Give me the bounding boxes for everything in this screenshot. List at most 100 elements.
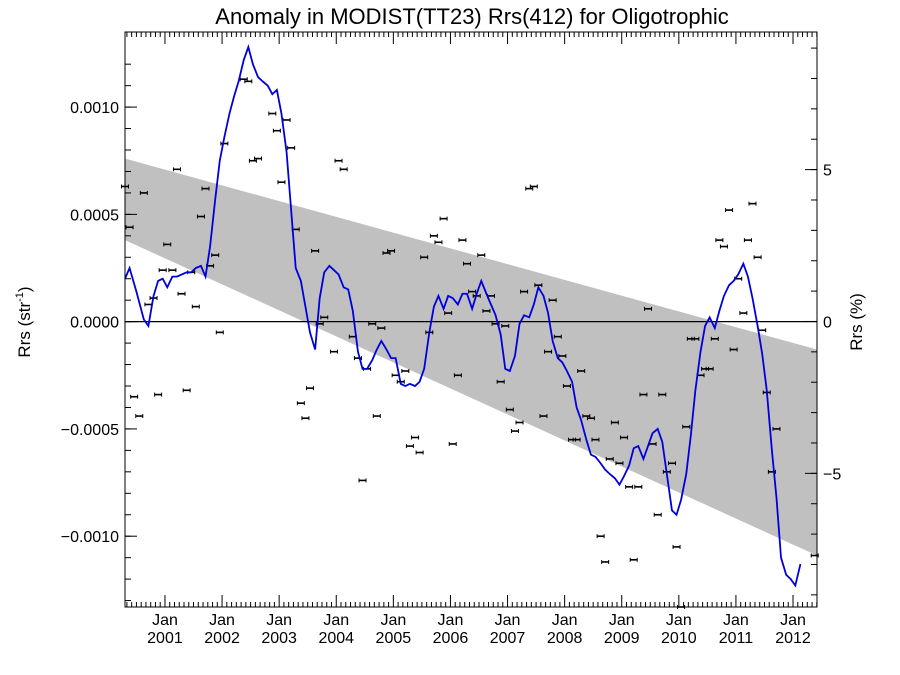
data-point	[268, 111, 277, 116]
y-tick-label: −0.0010	[61, 529, 119, 546]
x-tick-month: Jan	[380, 612, 406, 629]
data-point	[501, 323, 510, 328]
data-point	[691, 336, 700, 341]
x-tick-year: 2009	[604, 630, 640, 647]
data-point	[725, 208, 734, 213]
data-point	[368, 321, 377, 326]
data-point	[429, 233, 438, 238]
data-point	[287, 145, 296, 150]
data-point	[405, 444, 414, 449]
data-point	[305, 386, 314, 391]
x-tick-year: 2010	[661, 630, 697, 647]
x-tick-year: 2005	[376, 630, 412, 647]
data-point	[529, 184, 538, 189]
data-point	[339, 167, 348, 172]
data-point	[625, 484, 634, 489]
data-point	[477, 253, 486, 258]
data-point	[382, 250, 391, 255]
data-point	[282, 117, 291, 122]
data-point	[748, 201, 757, 206]
right-axis: 5 0 −5	[805, 47, 841, 596]
x-tick-month: Jan	[552, 612, 578, 629]
data-point	[301, 416, 310, 421]
data-point	[154, 392, 163, 397]
x-tick-month: Jan	[723, 612, 749, 629]
data-point	[163, 242, 172, 247]
data-point	[729, 347, 738, 352]
data-point	[254, 156, 263, 161]
data-point	[743, 238, 752, 243]
data-point	[244, 79, 253, 84]
data-point	[705, 366, 714, 371]
data-point	[272, 128, 281, 133]
data-point	[334, 158, 343, 163]
data-point	[277, 180, 286, 185]
data-point	[620, 435, 629, 440]
data-point	[420, 255, 429, 260]
data-point	[596, 534, 605, 539]
data-point	[377, 326, 386, 331]
data-point	[296, 401, 305, 406]
data-point	[463, 261, 472, 266]
data-point	[753, 255, 762, 260]
data-point	[715, 238, 724, 243]
data-point	[629, 557, 638, 562]
data-point	[520, 289, 529, 294]
data-point	[615, 461, 624, 466]
right-axis-label: Rrs (%)	[847, 293, 866, 351]
data-point	[534, 283, 543, 288]
data-point	[643, 306, 652, 311]
data-point	[610, 420, 619, 425]
x-axis: Jan2001Jan2002Jan2003Jan2004Jan2005Jan20…	[126, 32, 818, 647]
data-point	[220, 141, 229, 146]
data-point	[667, 461, 676, 466]
left-axis-label: Rrs (str-1)	[14, 286, 34, 357]
x-tick-year: 2011	[719, 630, 754, 647]
left-axis: 0.0010 0.0005 0.0000 −0.0005 −0.0010	[61, 63, 137, 602]
x-tick-year: 2007	[490, 630, 526, 647]
trend-band	[125, 158, 817, 556]
x-tick-year: 2006	[433, 630, 469, 647]
x-tick-month: Jan	[266, 612, 292, 629]
y-tick-label: 0.0005	[70, 207, 119, 224]
chart-title: Anomaly in MODIST(TT23) Rrs(412) for Oli…	[215, 4, 728, 29]
data-point	[758, 328, 767, 333]
data-point	[453, 373, 462, 378]
data-point	[739, 311, 748, 316]
y2-tick-label: −5	[823, 466, 841, 483]
data-point	[586, 416, 595, 421]
x-tick-year: 2002	[204, 630, 240, 647]
x-tick-year: 2001	[147, 630, 183, 647]
x-tick-year: 2004	[318, 630, 354, 647]
data-points	[121, 77, 819, 609]
data-point	[172, 167, 181, 172]
x-tick-month: Jan	[438, 612, 464, 629]
data-point	[591, 437, 600, 442]
x-tick-year: 2003	[261, 630, 297, 647]
data-point	[130, 394, 139, 399]
data-point	[558, 353, 567, 358]
y2-tick-label: 5	[823, 163, 832, 180]
data-point	[320, 315, 329, 320]
data-point	[168, 268, 177, 273]
data-point	[525, 186, 534, 191]
data-point	[201, 186, 210, 191]
data-point	[496, 379, 505, 384]
data-point	[482, 308, 491, 313]
data-point	[682, 424, 691, 429]
data-point	[177, 291, 186, 296]
x-tick-month: Jan	[495, 612, 521, 629]
x-tick-month: Jan	[609, 612, 635, 629]
x-tick-year: 2008	[547, 630, 583, 647]
data-point	[439, 216, 448, 221]
data-point	[182, 388, 191, 393]
data-point	[772, 426, 781, 431]
y2-tick-label: 0	[823, 314, 832, 331]
data-point	[358, 478, 367, 483]
x-tick-month: Jan	[323, 612, 349, 629]
data-point	[634, 484, 643, 489]
data-point	[553, 334, 562, 339]
data-point	[434, 240, 443, 245]
data-point	[215, 330, 224, 335]
